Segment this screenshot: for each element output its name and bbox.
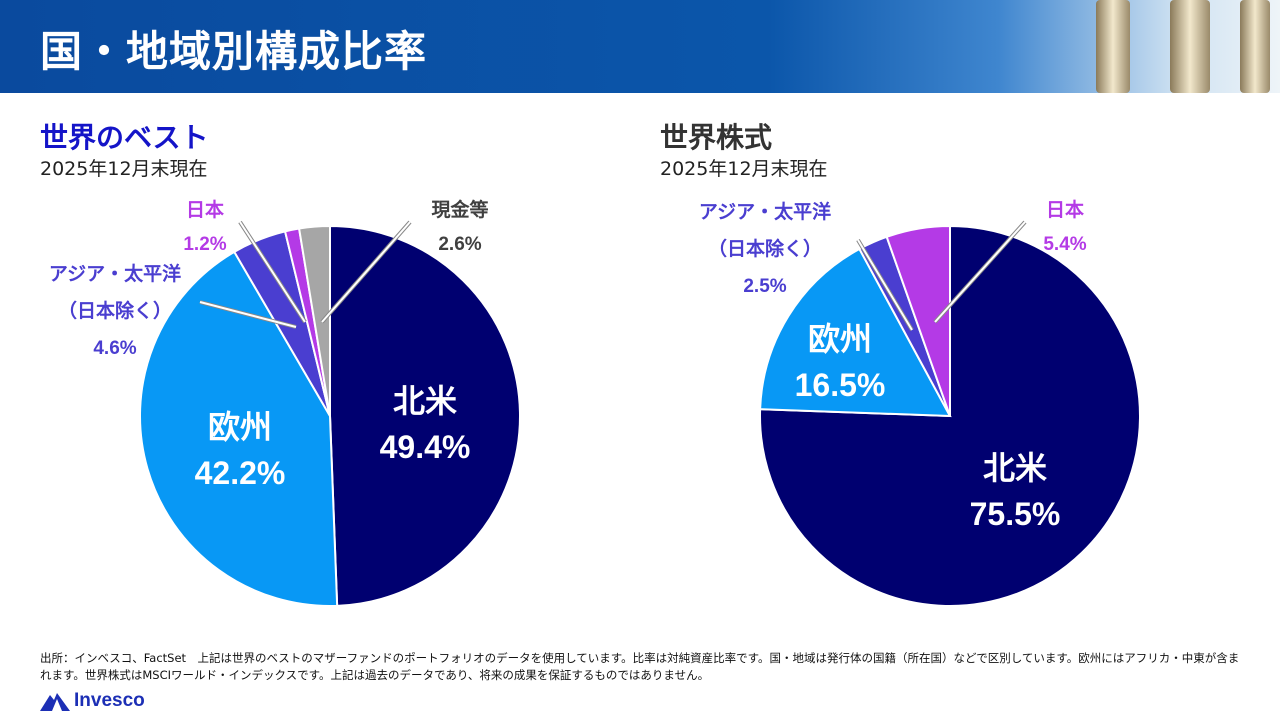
- leader-line: [857, 239, 913, 331]
- invesco-logo: Invesco: [40, 690, 145, 712]
- pie1-slice-3: [885, 224, 951, 417]
- label-left-japan: 日本 1.2%: [183, 200, 227, 255]
- page-title: 国・地域別構成比率: [40, 27, 428, 76]
- pie0-slice-4: [297, 224, 331, 417]
- pie0-slice-1: [139, 250, 339, 607]
- header-banner: 国・地域別構成比率: [0, 0, 1280, 93]
- leader-line: [239, 221, 306, 323]
- pie1-slice-1: [759, 247, 952, 418]
- label-right-europe: 欧州 16.5%: [794, 321, 886, 403]
- mountain-icon: [40, 693, 70, 711]
- left-chart-title: 世界のベスト: [40, 121, 209, 154]
- label-right-asia-pacific: アジア・太平洋 （日本除く） 2.5%: [698, 202, 832, 297]
- label-left-north-america: 北米 49.4%: [379, 383, 471, 465]
- logo-text: Invesco: [74, 690, 145, 711]
- pie0-slice-0: [329, 224, 521, 607]
- pillars-image: [960, 0, 1280, 93]
- leader-line: [321, 221, 411, 323]
- footer-disclaimer: 出所：インベスコ、FactSet 上記は世界のベストのマザーファンドのポートフォ…: [40, 651, 1240, 682]
- right-chart-date: 2025年12月末現在: [660, 158, 828, 180]
- label-right-japan: 日本 5.4%: [1043, 200, 1087, 255]
- label-left-cash: 現金等 2.6%: [431, 200, 489, 255]
- leader-line: [934, 221, 1026, 323]
- leader-line: [199, 301, 297, 328]
- right-chart-title: 世界株式: [660, 121, 773, 154]
- label-left-europe: 欧州 42.2%: [194, 409, 286, 491]
- label-right-north-america: 北米 75.5%: [969, 450, 1061, 532]
- label-left-asia-pacific: アジア・太平洋 （日本除く） 4.6%: [48, 264, 182, 359]
- left-chart-date: 2025年12月末現在: [40, 158, 208, 180]
